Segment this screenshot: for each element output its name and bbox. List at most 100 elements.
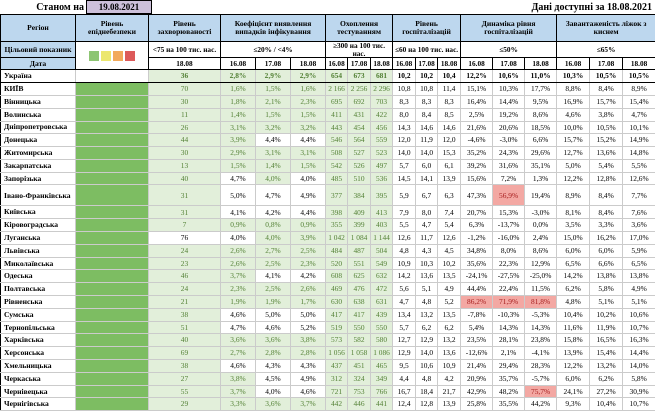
testing-coverage-cell: 551: [348, 257, 371, 270]
oxygen-beds-occupancy-cell: 24,1%: [557, 385, 590, 398]
oxygen-beds-occupancy-cell: 14,0%: [623, 360, 655, 373]
incidence-cell: 76: [149, 232, 221, 245]
testing-coverage-cell: 510: [348, 172, 371, 185]
detection-rate-cell: 3,2%: [291, 121, 326, 134]
detection-rate-cell: 3,1%: [221, 121, 256, 134]
group-header: Завантаженість ліжок з киснем: [557, 15, 655, 42]
testing-coverage-cell: 411: [326, 108, 348, 121]
hospitalization-dynamics-cell: 81,8%: [525, 296, 557, 309]
testing-coverage-cell: 766: [371, 385, 393, 398]
hospitalization-dynamics-cell: 18,5%: [525, 121, 557, 134]
oxygen-beds-occupancy-cell: 10,1%: [623, 121, 655, 134]
epid-level-cell: [76, 70, 149, 83]
hospitalization-level-cell: 10,8: [416, 83, 438, 96]
testing-coverage-cell: 519: [326, 321, 348, 334]
hospitalization-level-cell: 4,7: [393, 296, 416, 309]
epid-level-cell: [76, 134, 149, 147]
group-header: Динаміка рівня госпіталізацій: [461, 15, 557, 42]
hospitalization-level-cell: 4,9: [438, 283, 461, 296]
hospitalization-dynamics-cell: 23,5%: [461, 334, 493, 347]
hospitalization-level-cell: 14,1: [416, 172, 438, 185]
hospitalization-dynamics-cell: 48,2%: [493, 385, 525, 398]
oxygen-beds-occupancy-cell: 12,2%: [557, 172, 590, 185]
testing-coverage-cell: 564: [348, 134, 371, 147]
oxygen-beds-occupancy-cell: 12,2%: [557, 360, 590, 373]
testing-coverage-cell: 398: [326, 206, 348, 219]
hospitalization-dynamics-cell: 56,9%: [493, 185, 525, 206]
oxygen-beds-occupancy-cell: 8,8%: [557, 83, 590, 96]
hospitalization-dynamics-cell: -13,7%: [493, 219, 525, 232]
testing-coverage-cell: 469: [326, 283, 348, 296]
testing-coverage-cell: 1 144: [371, 232, 393, 245]
hospitalization-level-cell: 10,2: [416, 70, 438, 83]
detection-rate-cell: 2,7%: [221, 347, 256, 360]
epid-level-cell: [76, 296, 149, 309]
oxygen-beds-occupancy-cell: 8,4%: [590, 206, 623, 219]
date-header: 17.08: [348, 58, 371, 70]
detection-rate-cell: 3,2%: [256, 121, 291, 134]
testing-coverage-cell: 546: [326, 134, 348, 147]
detection-rate-cell: 2,3%: [221, 283, 256, 296]
epid-level-cell: [76, 121, 149, 134]
detection-rate-cell: 1,8%: [221, 95, 256, 108]
date-header: 16.08: [557, 58, 590, 70]
detection-rate-cell: 4,0%: [291, 172, 326, 185]
oxygen-beds-occupancy-cell: 5,1%: [590, 296, 623, 309]
hospitalization-level-cell: 14,2: [393, 270, 416, 283]
detection-rate-cell: 4,3%: [256, 360, 291, 373]
hospitalization-dynamics-cell: 5,4%: [461, 321, 493, 334]
hospitalization-dynamics-cell: 20,9%: [461, 372, 493, 385]
detection-rate-cell: 0,9%: [221, 219, 256, 232]
detection-rate-cell: 4,6%: [221, 308, 256, 321]
incidence-cell: 36: [149, 70, 221, 83]
oxygen-beds-occupancy-cell: 4,9%: [623, 283, 655, 296]
testing-coverage-cell: 399: [348, 219, 371, 232]
hospitalization-level-cell: 13,9: [438, 172, 461, 185]
region-name: Миколаївська: [1, 257, 76, 270]
detection-rate-cell: 4,0%: [221, 232, 256, 245]
region-name: Вінницька: [1, 95, 76, 108]
testing-coverage-cell: 573: [326, 334, 348, 347]
detection-rate-cell: 4,4%: [291, 206, 326, 219]
hospitalization-dynamics-cell: 8,6%: [525, 244, 557, 257]
hospitalization-level-cell: 8,4: [416, 108, 438, 121]
hospitalization-dynamics-cell: 22,3%: [493, 257, 525, 270]
hospitalization-dynamics-cell: -4,6%: [461, 134, 493, 147]
detection-rate-cell: 2,6%: [221, 244, 256, 257]
testing-coverage-cell: 1 084: [348, 232, 371, 245]
hospitalization-level-cell: 8,3: [393, 95, 416, 108]
date-header: 16.08: [221, 58, 256, 70]
hospitalization-dynamics-cell: 6,3%: [461, 219, 493, 232]
oxygen-beds-occupancy-cell: 6,2%: [590, 372, 623, 385]
group-header: Рівень госпіталізацій: [393, 15, 461, 42]
testing-coverage-cell: 451: [348, 360, 371, 373]
testing-coverage-cell: 413: [371, 206, 393, 219]
date-header: 16.08: [461, 58, 493, 70]
hospitalization-dynamics-cell: 2,4%: [525, 232, 557, 245]
epid-level-cell: [76, 270, 149, 283]
hospitalization-dynamics-cell: 12,2%: [461, 70, 493, 83]
oxygen-beds-occupancy-cell: 11,9%: [590, 321, 623, 334]
hospitalization-level-cell: 14,3: [393, 121, 416, 134]
oxygen-beds-occupancy-cell: 16,2%: [590, 232, 623, 245]
hospitalization-level-cell: 12,9: [393, 347, 416, 360]
testing-coverage-cell: 1 056: [326, 347, 348, 360]
epid-level-cell: [76, 95, 149, 108]
epid-level-cell: [76, 244, 149, 257]
oxygen-beds-occupancy-cell: 14,9%: [623, 134, 655, 147]
oxygen-beds-occupancy-cell: 10,2%: [590, 308, 623, 321]
hospitalization-dynamics-cell: 19,2%: [493, 108, 525, 121]
hospitalization-dynamics-cell: 10,6%: [493, 70, 525, 83]
hospitalization-level-cell: 14,6: [416, 121, 438, 134]
oxygen-beds-occupancy-cell: 6,0%: [557, 372, 590, 385]
hospitalization-dynamics-cell: 71,9%: [493, 296, 525, 309]
hospitalization-level-cell: 4,4: [393, 372, 416, 385]
incidence-cell: 55: [149, 385, 221, 398]
testing-coverage-cell: 608: [326, 270, 348, 283]
hospitalization-level-cell: 15,3: [438, 147, 461, 160]
